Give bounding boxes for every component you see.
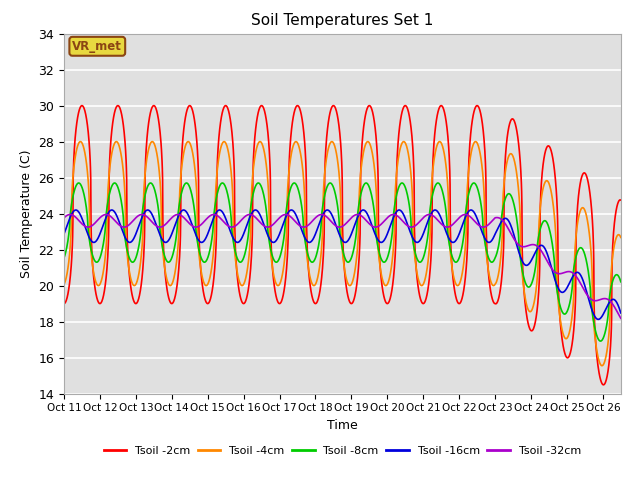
Tsoil -16cm bbox=[60, 231, 68, 237]
Tsoil -4cm bbox=[89, 264, 97, 270]
Line: Tsoil -4cm: Tsoil -4cm bbox=[64, 142, 621, 366]
Tsoil -4cm bbox=[598, 363, 605, 369]
Tsoil -32cm bbox=[601, 296, 609, 301]
Tsoil -2cm bbox=[88, 259, 96, 265]
Tsoil -2cm bbox=[316, 288, 324, 293]
Line: Tsoil -2cm: Tsoil -2cm bbox=[64, 106, 621, 385]
Tsoil -8cm bbox=[75, 180, 83, 186]
Tsoil -4cm bbox=[617, 235, 625, 240]
Tsoil -16cm bbox=[617, 310, 625, 316]
Tsoil -4cm bbox=[60, 281, 68, 287]
Tsoil -2cm bbox=[600, 382, 607, 388]
Tsoil -4cm bbox=[77, 139, 84, 144]
Title: Soil Temperatures Set 1: Soil Temperatures Set 1 bbox=[252, 13, 433, 28]
Tsoil -16cm bbox=[602, 308, 609, 313]
Tsoil -8cm bbox=[617, 279, 625, 285]
Tsoil -4cm bbox=[602, 357, 609, 362]
Tsoil -32cm bbox=[89, 222, 97, 228]
Tsoil -2cm bbox=[60, 300, 68, 306]
Line: Tsoil -8cm: Tsoil -8cm bbox=[64, 183, 621, 341]
Text: VR_met: VR_met bbox=[72, 40, 122, 53]
Line: Tsoil -32cm: Tsoil -32cm bbox=[64, 215, 621, 318]
Tsoil -8cm bbox=[89, 253, 97, 259]
Tsoil -4cm bbox=[499, 203, 506, 209]
Legend: Tsoil -2cm, Tsoil -4cm, Tsoil -8cm, Tsoil -16cm, Tsoil -32cm: Tsoil -2cm, Tsoil -4cm, Tsoil -8cm, Tsoi… bbox=[100, 441, 585, 460]
Tsoil -4cm bbox=[601, 358, 609, 364]
Tsoil -2cm bbox=[499, 263, 506, 268]
Tsoil -32cm bbox=[601, 296, 609, 301]
Tsoil -16cm bbox=[316, 219, 324, 225]
Tsoil -32cm bbox=[316, 212, 324, 217]
Tsoil -2cm bbox=[617, 197, 625, 203]
Tsoil -16cm bbox=[595, 316, 602, 322]
Tsoil -32cm bbox=[60, 215, 68, 221]
Tsoil -16cm bbox=[331, 219, 339, 225]
Tsoil -32cm bbox=[499, 217, 506, 223]
Tsoil -32cm bbox=[331, 222, 339, 228]
Tsoil -2cm bbox=[331, 104, 339, 109]
Tsoil -8cm bbox=[60, 255, 68, 261]
Tsoil -32cm bbox=[617, 315, 625, 321]
Tsoil -8cm bbox=[596, 338, 604, 344]
Tsoil -32cm bbox=[67, 212, 74, 217]
Tsoil -16cm bbox=[88, 239, 96, 245]
Tsoil -4cm bbox=[316, 259, 324, 264]
Tsoil -4cm bbox=[331, 144, 339, 150]
Tsoil -8cm bbox=[499, 206, 506, 212]
Tsoil -8cm bbox=[602, 329, 609, 335]
Tsoil -16cm bbox=[467, 207, 475, 213]
Tsoil -16cm bbox=[499, 217, 506, 223]
Line: Tsoil -16cm: Tsoil -16cm bbox=[64, 210, 621, 319]
Tsoil -8cm bbox=[601, 330, 609, 336]
Tsoil -8cm bbox=[316, 231, 324, 237]
Tsoil -2cm bbox=[601, 381, 609, 386]
X-axis label: Time: Time bbox=[327, 419, 358, 432]
Tsoil -2cm bbox=[602, 380, 609, 386]
Tsoil -2cm bbox=[473, 103, 481, 108]
Y-axis label: Soil Temperature (C): Soil Temperature (C) bbox=[20, 149, 33, 278]
Tsoil -16cm bbox=[601, 308, 609, 314]
Tsoil -8cm bbox=[331, 190, 339, 195]
